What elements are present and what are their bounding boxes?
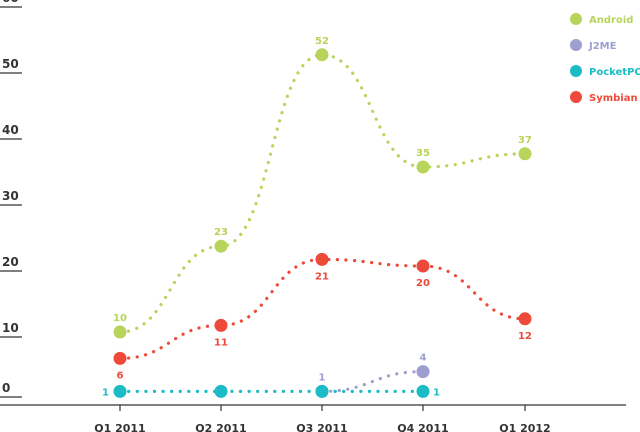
x-tick-label: Q1 2011 <box>94 422 145 432</box>
data-label-android: 23 <box>214 227 228 238</box>
data-label-pocketpc: 1 <box>433 387 440 398</box>
data-label-pocketpc: 1 <box>102 387 109 398</box>
data-label-j2me: 4 <box>420 353 427 364</box>
data-point-android <box>416 160 430 174</box>
data-point-symbian <box>315 252 329 266</box>
series-line-android <box>118 53 527 334</box>
data-point-symbian <box>518 312 532 326</box>
y-tick-label: 60 <box>2 0 19 5</box>
data-point-android <box>518 147 532 161</box>
data-label-symbian: 11 <box>214 337 228 348</box>
legend-marker-android <box>570 13 582 25</box>
legend-label-android: Android <box>589 15 633 26</box>
legend-label-j2me: J2ME <box>588 41 617 52</box>
legend-marker-j2me <box>570 39 582 51</box>
data-point-android <box>113 325 127 339</box>
y-tick-label: 10 <box>2 321 19 335</box>
y-tick-label: 40 <box>2 123 19 137</box>
x-tick-label: Q3 2011 <box>296 422 347 432</box>
data-point-pocketpc <box>416 384 430 398</box>
y-tick-label: 0 <box>2 381 10 395</box>
data-label-android: 37 <box>518 135 532 146</box>
legend-label-pocketpc: PocketPC <box>589 67 640 78</box>
data-label-j2me: 1 <box>319 372 326 383</box>
y-tick-label: 20 <box>2 255 19 269</box>
data-point-symbian <box>214 318 228 332</box>
series-line-j2me <box>320 370 425 393</box>
data-label-symbian: 12 <box>518 331 532 342</box>
data-label-symbian: 21 <box>315 271 329 282</box>
x-tick-label: Q1 2012 <box>499 422 550 432</box>
data-point-pocketpc <box>214 384 228 398</box>
data-label-symbian: 20 <box>416 278 430 289</box>
data-label-symbian: 6 <box>117 370 124 381</box>
data-point-android <box>214 239 228 253</box>
data-label-android: 35 <box>416 148 430 159</box>
data-point-j2me <box>416 365 430 379</box>
data-point-pocketpc <box>315 384 329 398</box>
y-tick-label: 30 <box>2 189 19 203</box>
legend-marker-symbian <box>570 91 582 103</box>
legend-marker-pocketpc <box>570 65 582 77</box>
data-point-symbian <box>416 259 430 273</box>
data-point-android <box>315 48 329 62</box>
data-point-symbian <box>113 351 127 365</box>
data-label-android: 52 <box>315 36 329 47</box>
x-tick-label: Q2 2011 <box>195 422 246 432</box>
data-label-android: 10 <box>113 313 127 324</box>
y-tick-label: 50 <box>2 57 19 71</box>
series-line-symbian <box>118 257 527 360</box>
data-point-pocketpc <box>113 384 127 398</box>
legend-label-symbian: Symbian <box>589 93 638 104</box>
x-tick-label: Q4 2011 <box>397 422 448 432</box>
